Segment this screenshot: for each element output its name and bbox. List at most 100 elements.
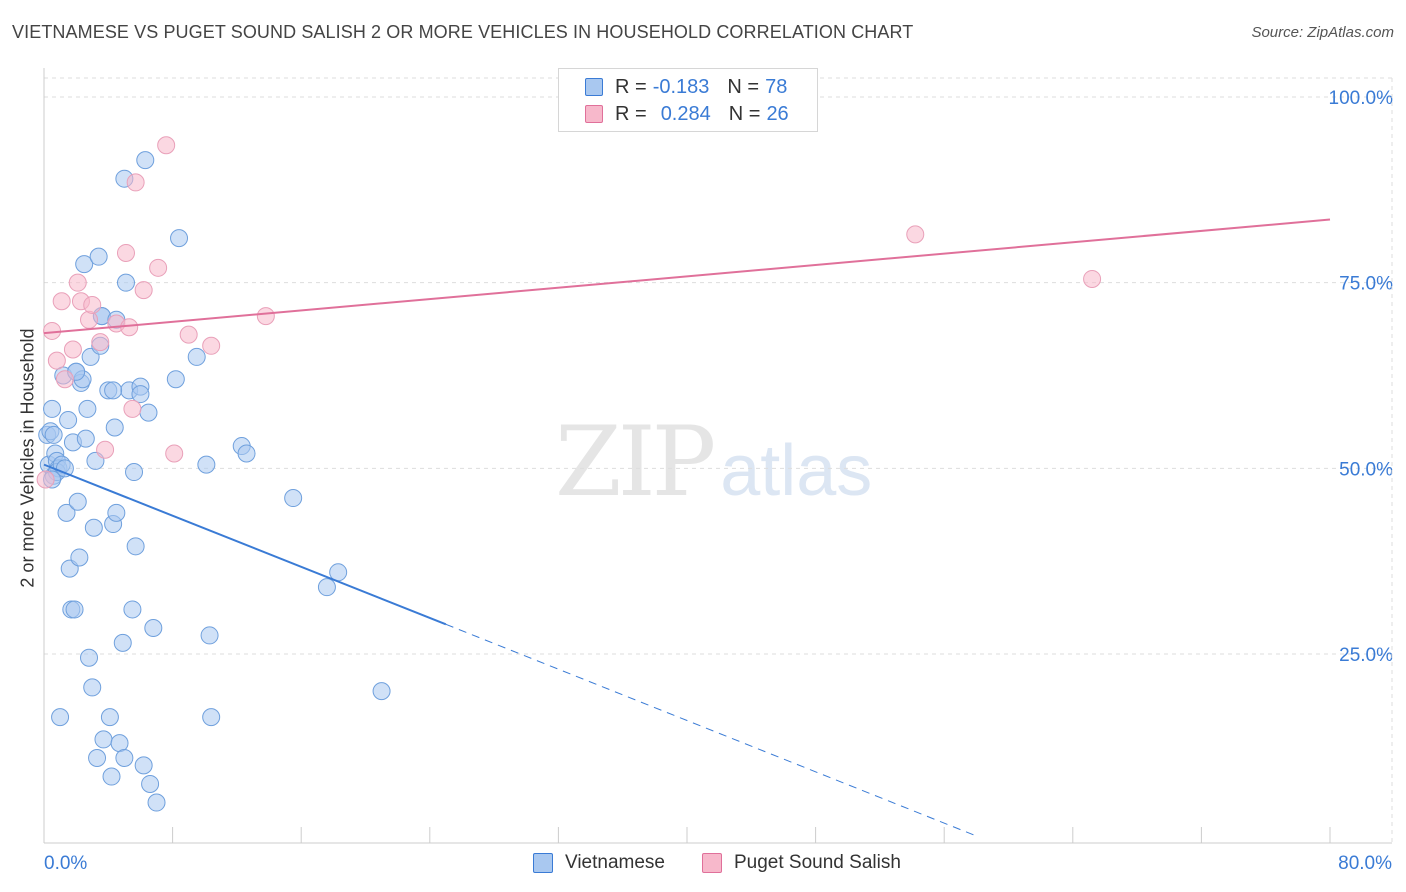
x-tick-label: 80.0% <box>1338 853 1392 874</box>
vietnamese-point <box>237 444 256 463</box>
vietnamese-trendline-extension <box>445 623 977 837</box>
y-tick-label: 50.0% <box>1339 459 1393 480</box>
vietnamese-point <box>44 425 63 444</box>
y-tick-label: 25.0% <box>1339 645 1393 666</box>
vietnamese-point <box>131 385 150 404</box>
vietnamese-point <box>125 463 144 482</box>
watermark-atlas: atlas <box>720 431 873 511</box>
salish-point <box>157 136 176 155</box>
salish-point <box>179 325 198 344</box>
y-tick-label: 75.0% <box>1339 274 1393 295</box>
vietnamese-point <box>105 418 124 437</box>
legend-r-value: -0.183 <box>652 75 710 98</box>
vietnamese-point <box>51 708 70 727</box>
vietnamese-point <box>116 273 135 292</box>
vietnamese-point <box>43 399 62 418</box>
vietnamese-point <box>70 548 89 567</box>
salish-point <box>96 440 115 459</box>
vietnamese-point <box>126 537 145 556</box>
vietnamese-point <box>166 370 185 389</box>
vietnamese-point <box>115 748 134 767</box>
watermark: ZIP atlas <box>555 406 872 518</box>
legend-r-label: R = <box>615 75 647 98</box>
vietnamese-point <box>102 767 121 786</box>
salish-point <box>47 351 66 370</box>
vietnamese-point <box>68 492 87 511</box>
salish-point <box>80 310 99 329</box>
source-label: Source: ZipAtlas.com <box>1251 24 1394 41</box>
legend-n-value: 78 <box>765 75 788 98</box>
y-tick-label: 100.0% <box>1329 88 1394 109</box>
vietnamese-point <box>76 429 95 448</box>
salish-point <box>68 273 87 292</box>
legend-r-value: 0.284 <box>660 102 711 125</box>
legend-row-vietnamese: R = -0.183 N = 78 <box>585 75 787 99</box>
vietnamese-point <box>57 503 76 522</box>
salish-point <box>52 292 71 311</box>
vietnamese-point <box>88 748 107 767</box>
vietnamese-point <box>80 648 99 667</box>
bottom-legend-swatch-vietnamese <box>533 853 553 873</box>
legend-n-label: N = <box>728 102 761 125</box>
salish-point <box>202 336 221 355</box>
salish-point <box>126 173 145 192</box>
bottom-legend-label-vietnamese: Vietnamese <box>565 852 665 873</box>
vietnamese-point <box>136 151 155 170</box>
vietnamese-point <box>75 255 94 274</box>
vietnamese-point <box>187 347 206 366</box>
salish-point <box>256 307 275 326</box>
salish-point <box>63 340 82 359</box>
vietnamese-point <box>317 578 336 597</box>
legend-r-label: R = <box>615 102 647 125</box>
legend-swatch-vietnamese <box>585 78 603 96</box>
legend-row-salish: R = 0.284 N = 26 <box>585 102 789 126</box>
vietnamese-point <box>78 399 97 418</box>
vietnamese-point <box>55 459 74 478</box>
salish-point <box>83 295 102 314</box>
vietnamese-point <box>123 600 142 619</box>
vietnamese-point <box>104 381 123 400</box>
salish-point <box>120 318 139 337</box>
legend-n-label: N = <box>727 75 760 98</box>
y-axis-label: 2 or more Vehicles in Household <box>17 328 38 588</box>
vietnamese-point <box>113 633 132 652</box>
vietnamese-point <box>284 489 303 508</box>
bottom-legend-label-salish: Puget Sound Salish <box>734 852 901 873</box>
salish-point <box>906 225 925 244</box>
vietnamese-point <box>202 708 221 727</box>
vietnamese-point <box>200 626 219 645</box>
salish-point <box>91 333 110 352</box>
salish-point <box>55 370 74 389</box>
bottom-legend-salish: Puget Sound Salish <box>702 852 901 874</box>
vietnamese-point <box>65 600 84 619</box>
salish-point <box>116 243 135 262</box>
vietnamese-point <box>59 411 78 430</box>
vietnamese-point <box>107 503 126 522</box>
salish-point <box>36 470 55 489</box>
vietnamese-point <box>170 229 189 248</box>
vietnamese-point <box>144 619 163 638</box>
x-tick-label: 0.0% <box>44 853 87 874</box>
watermark-zip: ZIP <box>555 406 716 518</box>
vietnamese-point <box>147 793 166 812</box>
vietnamese-point <box>94 730 113 749</box>
vietnamese-point <box>100 708 119 727</box>
chart-title: VIETNAMESE VS PUGET SOUND SALISH 2 OR MO… <box>12 22 914 42</box>
salish-trendline <box>43 218 1331 335</box>
vietnamese-trendline <box>43 463 447 626</box>
vietnamese-point <box>83 678 102 697</box>
vietnamese-point <box>197 455 216 474</box>
vietnamese-point <box>84 518 103 537</box>
salish-point <box>165 444 184 463</box>
salish-point <box>123 399 142 418</box>
bottom-legend-swatch-salish <box>702 853 722 873</box>
vietnamese-point <box>141 774 160 793</box>
salish-point <box>134 281 153 300</box>
vietnamese-point <box>372 682 391 701</box>
correlation-legend: R = -0.183 N = 78 R = 0.284 N = 26 <box>558 68 818 132</box>
salish-point <box>149 258 168 277</box>
vietnamese-point <box>89 247 108 266</box>
vietnamese-point <box>134 756 153 775</box>
vietnamese-point <box>139 403 158 422</box>
